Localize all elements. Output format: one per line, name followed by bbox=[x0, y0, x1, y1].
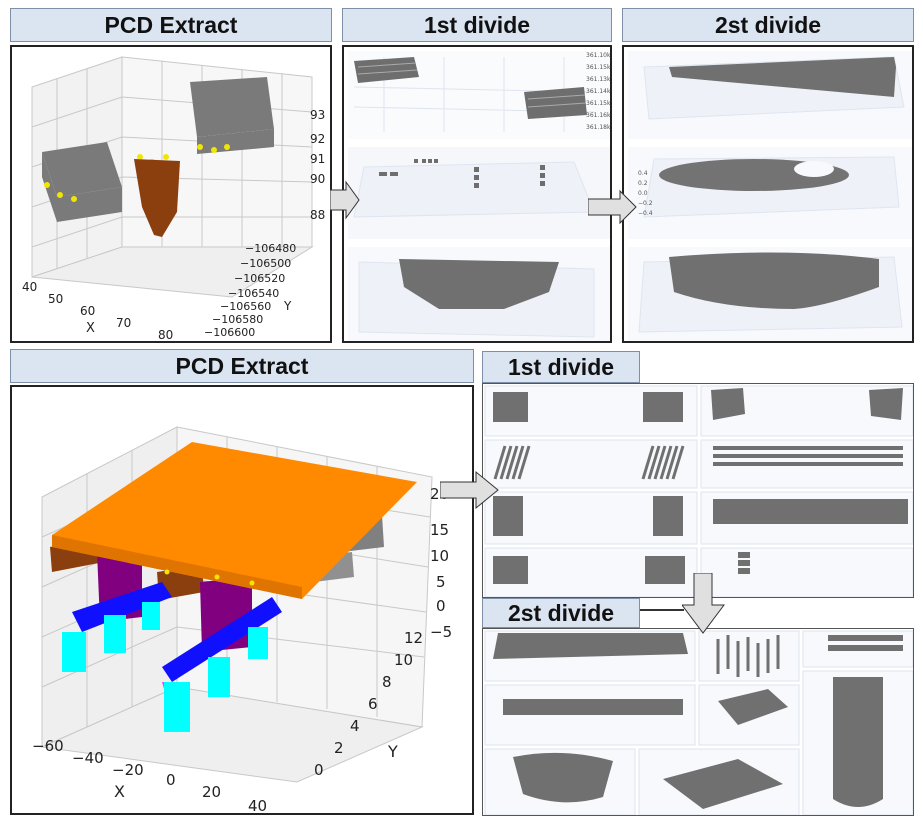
bottom-pcd-plot: 20 15 10 5 0 −5 −60 −40 −20 0 20 40 X 0 … bbox=[10, 385, 474, 815]
svg-text:−106560: −106560 bbox=[220, 300, 271, 313]
top-divide2-title: 2st divide bbox=[622, 8, 914, 42]
svg-text:92: 92 bbox=[310, 132, 325, 146]
svg-text:5: 5 bbox=[436, 573, 446, 591]
bottom-divide1-panel bbox=[482, 383, 914, 598]
svg-text:361.15k: 361.15k bbox=[586, 100, 611, 107]
top-divide2-panel: 0.4 0.2 0.0 −0.2 −0.4 bbox=[622, 45, 914, 343]
svg-text:6: 6 bbox=[368, 695, 378, 713]
block-arrow-icon bbox=[588, 189, 637, 225]
svg-text:−106600: −106600 bbox=[204, 326, 255, 339]
svg-text:−20: −20 bbox=[112, 761, 144, 779]
svg-text:−60: −60 bbox=[32, 737, 64, 755]
svg-text:60: 60 bbox=[80, 304, 95, 318]
svg-text:10: 10 bbox=[394, 651, 413, 669]
svg-text:−0.2: −0.2 bbox=[638, 200, 653, 207]
svg-text:0: 0 bbox=[314, 761, 324, 779]
bottom-divide2-title: 2st divide bbox=[482, 598, 640, 628]
svg-text:12: 12 bbox=[404, 629, 423, 647]
svg-text:90: 90 bbox=[310, 172, 325, 186]
svg-text:20: 20 bbox=[202, 783, 221, 801]
svg-text:361.18k: 361.18k bbox=[586, 124, 611, 131]
svg-text:−106540: −106540 bbox=[228, 287, 279, 300]
svg-text:−106580: −106580 bbox=[212, 313, 263, 326]
svg-text:361.15k: 361.15k bbox=[586, 64, 611, 71]
svg-text:0.0: 0.0 bbox=[638, 190, 648, 197]
svg-text:−5: −5 bbox=[430, 623, 452, 641]
bottom-divide1-title: 1st divide bbox=[482, 351, 640, 383]
svg-text:−106500: −106500 bbox=[240, 257, 291, 270]
top-pcd-title: PCD Extract bbox=[10, 8, 332, 42]
svg-text:X: X bbox=[114, 782, 125, 801]
svg-text:361.10k: 361.10k bbox=[586, 52, 611, 59]
svg-text:91: 91 bbox=[310, 152, 325, 166]
block-arrow-icon bbox=[330, 180, 360, 220]
block-arrow-icon bbox=[440, 470, 499, 510]
svg-text:0: 0 bbox=[436, 597, 446, 615]
svg-text:0: 0 bbox=[166, 771, 176, 789]
top-divide1-title: 1st divide bbox=[342, 8, 612, 42]
svg-text:−0.4: −0.4 bbox=[638, 210, 653, 217]
svg-text:Y: Y bbox=[387, 742, 398, 761]
svg-text:40: 40 bbox=[248, 797, 267, 815]
top-divide1-panel: 361.10k 361.15k 361.13k 361.14k 361.15k … bbox=[342, 45, 612, 343]
bottom-divide2-panel bbox=[482, 628, 914, 816]
svg-text:70: 70 bbox=[116, 316, 131, 330]
svg-text:80: 80 bbox=[158, 328, 173, 342]
svg-text:0.2: 0.2 bbox=[638, 180, 648, 187]
svg-text:−106480: −106480 bbox=[245, 242, 296, 255]
svg-text:40: 40 bbox=[22, 280, 37, 294]
svg-text:50: 50 bbox=[48, 292, 63, 306]
svg-text:−40: −40 bbox=[72, 749, 104, 767]
top-pcd-plot: 93 92 91 90 88 40 50 60 70 80 X −106480 … bbox=[10, 45, 332, 343]
connector-line bbox=[640, 609, 684, 611]
bottom-pcd-title: PCD Extract bbox=[10, 349, 474, 383]
svg-text:X: X bbox=[86, 321, 95, 336]
svg-text:361.13k: 361.13k bbox=[586, 76, 611, 83]
svg-text:15: 15 bbox=[430, 521, 449, 539]
svg-text:Y: Y bbox=[283, 299, 292, 313]
svg-text:10: 10 bbox=[430, 547, 449, 565]
svg-text:88: 88 bbox=[310, 208, 325, 222]
svg-text:361.14k: 361.14k bbox=[586, 88, 611, 95]
svg-text:2: 2 bbox=[334, 739, 344, 757]
svg-text:0.4: 0.4 bbox=[638, 170, 648, 177]
block-arrow-icon bbox=[682, 573, 725, 634]
svg-text:8: 8 bbox=[382, 673, 392, 691]
svg-text:93: 93 bbox=[310, 108, 325, 122]
svg-text:−106520: −106520 bbox=[234, 272, 285, 285]
svg-text:361.16k: 361.16k bbox=[586, 112, 611, 119]
svg-text:4: 4 bbox=[350, 717, 360, 735]
